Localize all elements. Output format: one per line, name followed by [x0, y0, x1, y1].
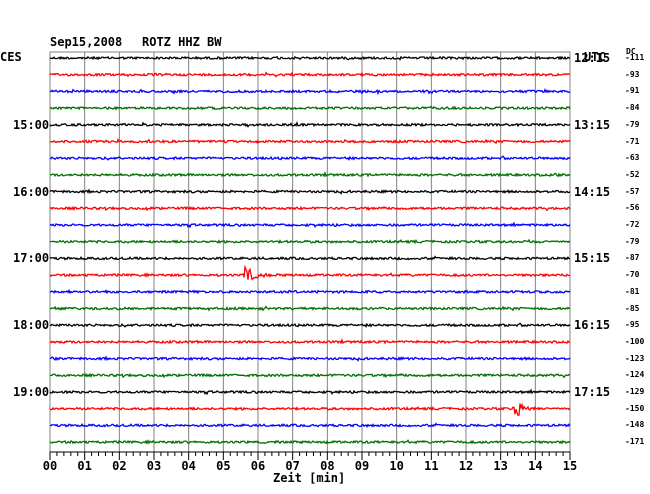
x-tick-label: 05	[216, 459, 231, 473]
trace-line	[49, 355, 571, 362]
dc-offset-label: -100	[625, 336, 645, 346]
x-tick-label: 07	[285, 459, 300, 473]
x-tick-label: 12	[458, 459, 474, 473]
left-hour-label: 17:00	[13, 251, 50, 266]
right-timezone-label: UTC	[584, 50, 606, 64]
trace-line	[50, 288, 571, 295]
dc-offset-label: -79	[625, 119, 640, 129]
dc-offset-label: -79	[625, 236, 640, 246]
x-tick-label: 10	[389, 459, 404, 473]
trace-line	[49, 55, 571, 61]
dc-offset-label: -63	[625, 153, 640, 163]
dc-offset-label: -85	[625, 303, 640, 313]
trace-line	[49, 439, 571, 445]
dc-offset-label: -111	[625, 53, 645, 62]
left-timezone-label: CES	[0, 50, 22, 64]
dc-offset-label: -87	[625, 253, 640, 263]
trace-line	[49, 322, 571, 329]
dc-label: DC	[626, 47, 636, 56]
dc-offset-label: -95	[625, 320, 640, 330]
dc-offset-label: -123	[625, 353, 645, 363]
x-tick-label: 13	[493, 459, 508, 473]
right-time-label: 17:15	[574, 385, 611, 399]
dc-offset-label: -57	[625, 186, 640, 196]
left-hour-label: 15:00	[13, 117, 50, 132]
trace-line	[49, 372, 571, 379]
x-tick-label: 09	[354, 459, 370, 473]
dc-offset-label: -71	[625, 136, 640, 146]
dc-offset-label: -56	[625, 203, 640, 213]
date-label: Sep15,2008	[50, 35, 123, 49]
dc-offset-label: -129	[625, 387, 645, 396]
x-tick-label: 06	[250, 459, 266, 473]
trace-line	[49, 138, 571, 145]
trace-line	[49, 205, 571, 212]
x-tick-label: 15	[562, 459, 578, 473]
dc-offset-label: -72	[625, 220, 640, 229]
trace-line	[49, 238, 571, 245]
x-tick-label: 08	[320, 459, 335, 473]
dc-offset-label: -148	[625, 420, 645, 430]
right-time-label: 14:15	[574, 184, 611, 199]
x-tick-label: 03	[146, 459, 162, 473]
dc-offset-label: -171	[625, 437, 645, 447]
trace-line	[49, 88, 571, 96]
trace-line	[49, 170, 571, 178]
right-time-label: 13:15	[574, 117, 611, 132]
dc-offset-label: -91	[625, 86, 640, 96]
trace-line	[49, 221, 571, 229]
trace-line	[49, 188, 571, 195]
dc-offset-label: -150	[625, 403, 645, 413]
dc-offset-label: -70	[625, 270, 640, 280]
station-label: ROTZ HHZ BW	[142, 35, 222, 49]
dc-offset-label: -81	[625, 286, 640, 296]
trace-line	[49, 71, 571, 78]
trace-line	[49, 264, 571, 281]
x-tick-label: 11	[424, 459, 439, 473]
right-time-label: 12:15	[574, 51, 611, 65]
left-hour-label: 18:00	[13, 318, 50, 333]
trace-line	[49, 337, 571, 345]
dc-offset-label: -52	[625, 169, 640, 179]
right-time-label: 15:15	[574, 251, 611, 266]
trace-line	[49, 388, 571, 396]
x-tick-label: 02	[112, 459, 127, 473]
dc-offset-label: -93	[625, 69, 640, 79]
trace-line	[49, 422, 571, 428]
dc-offset-label: -84	[625, 103, 640, 113]
trace-line	[49, 120, 571, 128]
left-hour-label: 16:00	[13, 184, 50, 199]
trace-line	[49, 305, 571, 312]
left-hour-label: 19:00	[13, 385, 50, 399]
x-tick-label: 00	[42, 459, 58, 473]
x-tick-label: 01	[77, 459, 92, 473]
trace-line	[49, 402, 571, 417]
x-tick-label: 14	[528, 459, 543, 473]
right-time-label: 16:15	[574, 318, 611, 333]
x-axis-title: Zeit [min]	[273, 471, 346, 485]
trace-line	[49, 155, 571, 162]
x-tick-label: 04	[181, 459, 196, 473]
trace-line	[49, 105, 571, 111]
trace-line	[49, 255, 571, 261]
dc-offset-label: -124	[625, 370, 645, 380]
